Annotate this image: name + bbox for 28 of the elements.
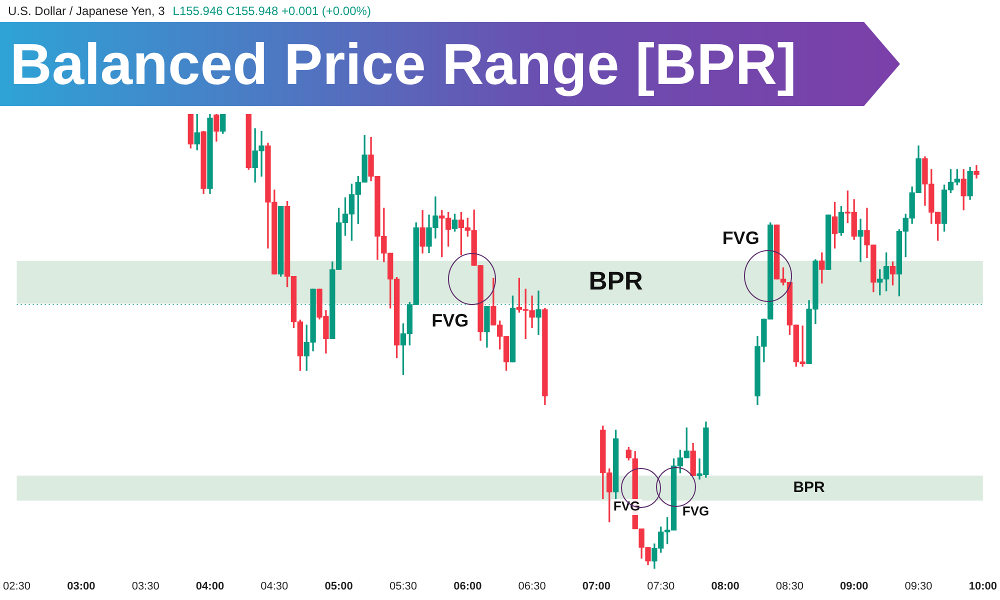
banner: Balanced Price Range [BPR] [0, 22, 900, 106]
x-tick-label: 06:30 [518, 580, 546, 592]
text: L155.946 C155.948 +0.001 (+0.00%) [172, 4, 371, 18]
candlestick [858, 218, 864, 262]
x-tick-label: 04:30 [260, 580, 288, 592]
x-tick-label: 08:30 [776, 580, 804, 592]
x-tick-label: 10:00 [968, 580, 998, 592]
x-tick-label: 03:30 [132, 580, 160, 592]
x-tick-label: 02:30 [3, 580, 31, 592]
annotation: FVG [722, 228, 760, 248]
x-tick-label: 05:00 [324, 580, 353, 592]
annotation: FVG [432, 310, 469, 330]
annotation: FVG [613, 498, 640, 514]
x-tick-label: 03:00 [67, 580, 96, 592]
chart-title: Balanced Price Range [BPR] [10, 30, 796, 98]
x-tick-label: 08:00 [711, 580, 740, 592]
x-tick-label: 09:00 [840, 580, 868, 592]
band-label: BPR [588, 267, 643, 296]
x-tick-label: 09:30 [904, 580, 932, 592]
chart-subtitle: U.S. Dollar / Japanese Yen, 3 [8, 4, 165, 18]
x-tick-label: 07:00 [582, 580, 611, 592]
candlestick [536, 290, 542, 335]
band-label: BPR [793, 479, 826, 496]
x-tick-label: 07:30 [647, 580, 675, 592]
x-tick-label: 05:30 [389, 580, 417, 592]
x-tick-label: 06:00 [454, 580, 482, 592]
annotation: FVG [682, 504, 710, 519]
x-tick-label: 04:00 [196, 580, 224, 592]
